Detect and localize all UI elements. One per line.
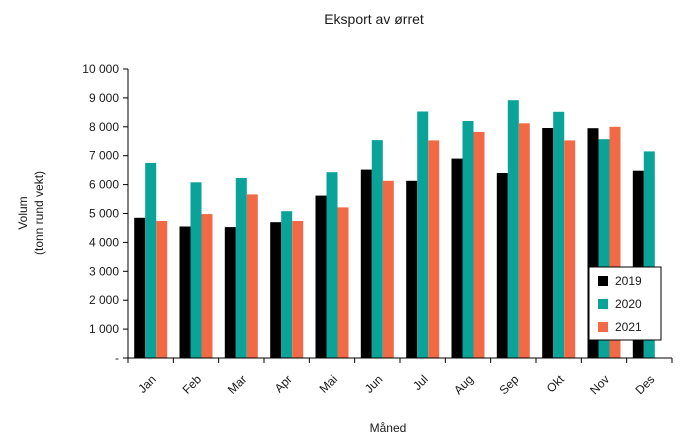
bar-2019-nov [587,128,599,358]
y-tick-label: 8 000 [89,120,119,134]
x-tick-label-sep: Sep [496,372,521,397]
y-tick-label: 6 000 [89,178,119,192]
y-tick-label: 2 000 [89,293,119,307]
x-tick-label-mai: Mai [317,372,341,396]
y-axis-label: Volum [16,196,30,229]
bar-2019-mar [224,227,236,358]
bar-2021-jan [156,221,168,358]
bar-2020-aug [462,121,474,358]
bar-2021-nov [609,126,621,358]
x-tick-label-okt: Okt [544,372,568,396]
y-tick-label: 3 000 [89,264,119,278]
bar-2020-apr [281,211,293,358]
bar-2021-feb [201,214,213,358]
bar-2019-okt [542,128,554,358]
bar-2021-sep [518,123,530,358]
bar-2019-jan [134,217,146,358]
bar-2021-jul [428,140,440,358]
bar-2019-aug [451,158,463,358]
legend-swatch-2019 [598,276,608,286]
x-ticks: Jan Feb Mar Apr Mai Jun Jul Aug Sep Okt Nov Des [127,358,673,397]
bar-2020-feb [190,182,202,358]
bar-2021-aug [473,132,485,358]
bar-2021-okt [564,140,576,358]
x-axis-label: Måned [370,421,407,435]
bar-2019-apr [270,222,282,358]
bar-2019-jul [406,180,418,358]
y-tick-label: 9 000 [89,91,119,105]
y-tick-label: 5 000 [89,207,119,221]
x-tick-label-aug: Aug [451,372,476,397]
bar-2020-jul [417,111,429,358]
chart-title: Eksport av ørret [324,11,424,27]
x-tick-label-des: Des [632,372,657,397]
y-tick-label: 7 000 [89,149,119,163]
bar-2019-des [632,170,644,358]
x-tick-label-feb: Feb [180,372,205,397]
legend-swatch-2021 [598,322,608,332]
y-ticks: - 1 000 2 000 3 000 4 000 5 000 6 000 7 000 8 00… [82,62,128,365]
legend-label-2021: 2021 [615,320,642,334]
bar-2020-jan [145,162,157,358]
x-tick-label-jul: Jul [410,372,431,393]
bar-2020-nov [598,139,610,358]
bar-2019-sep [496,173,508,358]
bar-2020-jun [371,140,383,358]
y-tick-label: 1 000 [89,322,119,336]
bar-2020-mar [235,178,247,358]
bar-2021-mar [246,194,258,358]
legend: 2019 2020 2021 [588,266,662,341]
y-axis-label-sub: (tonn rund vekt) [32,171,46,255]
bar-2020-des [643,151,655,358]
bars-layer [134,100,655,358]
x-tick-label-apr: Apr [272,372,295,395]
bar-2021-mai [337,207,349,358]
legend-swatch-2020 [598,299,608,309]
x-tick-label-jun: Jun [362,372,386,396]
y-tick-label: - [115,351,119,365]
x-tick-label-mar: Mar [225,372,250,397]
bar-2020-okt [553,111,565,358]
bar-2020-mai [326,172,338,358]
y-tick-label: 4 000 [89,235,119,249]
bar-2019-feb [179,226,191,358]
x-tick-label-nov: Nov [587,372,612,397]
bar-2019-jun [360,169,372,358]
y-tick-label: 10 000 [82,62,119,76]
bar-2021-jun [382,180,394,358]
bar-2020-sep [507,100,519,358]
bar-2021-apr [292,221,304,358]
legend-label-2020: 2020 [615,297,642,311]
x-tick-label-jan: Jan [135,372,159,396]
legend-label-2019: 2019 [615,274,642,288]
bar-2019-mai [315,195,327,358]
